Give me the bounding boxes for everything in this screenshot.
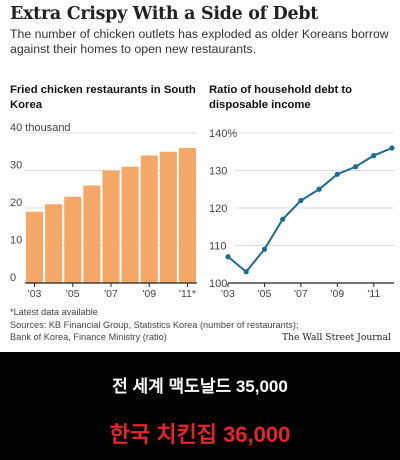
line-y-tick-label: 130	[209, 166, 227, 178]
data-point	[389, 145, 395, 151]
data-point	[298, 197, 304, 204]
bar-x-tick-label: '07	[104, 288, 118, 300]
bar	[102, 170, 120, 283]
bar	[121, 166, 139, 283]
line-x-tick-label: '09	[330, 288, 344, 300]
bar	[64, 196, 82, 283]
page-subtitle: The number of chicken outlets has explod…	[10, 27, 389, 56]
data-point	[261, 246, 268, 252]
bar	[140, 155, 158, 283]
bar	[83, 185, 101, 283]
line-y-tick-label: 140%	[209, 128, 237, 140]
bar-x-tick-label: '11*	[179, 288, 196, 300]
line-y-tick-label: 100	[209, 278, 227, 290]
footnote: *Latest data available	[10, 307, 98, 317]
line-y-tick-label: 120	[209, 203, 227, 215]
bar-y-tick-label: 40 thousand	[10, 122, 71, 134]
bar-y-tick-label: 30	[10, 160, 22, 172]
bar-x-tick-label: '09	[142, 288, 156, 300]
bar	[26, 211, 44, 283]
data-point	[280, 216, 286, 222]
data-point	[334, 171, 340, 177]
bar-x-tick-label: '05	[66, 288, 80, 300]
data-point	[352, 164, 359, 170]
data-point	[225, 254, 231, 260]
bar	[178, 148, 196, 283]
line-x-tick-label: '03	[221, 288, 235, 300]
bar-y-tick-label: 10	[10, 235, 22, 247]
source-line-1: Sources: KB Financial Group, Statistics …	[10, 320, 299, 330]
data-point	[371, 152, 377, 159]
line-x-tick-label: '11	[367, 288, 380, 300]
series-line	[227, 147, 393, 274]
bar	[159, 151, 177, 283]
caption-chicken: 한국 치킨집 36,000	[109, 422, 291, 447]
bar-y-tick-label: 0	[10, 272, 16, 284]
line-x-tick-label: '05	[258, 288, 272, 300]
data-point	[316, 186, 322, 192]
caption-mcdonalds: 전 세계 맥도날드 35,000	[112, 377, 288, 396]
bar-x-tick-label: '03	[28, 288, 42, 300]
bar	[45, 204, 63, 283]
charts-canvas: 0 10 20 30 40 thousand '03 '05 '07 '09 '11* 100 110…	[10, 122, 395, 300]
chart-panel: Extra Crispy With a Side of Debt The num…	[0, 0, 400, 352]
data-point	[243, 269, 249, 275]
line-chart-title: Ratio of household debt to disposable in…	[209, 84, 353, 111]
source-line-2: Bank of Korea, Finance Ministry (ratio)	[10, 332, 167, 342]
publisher-credit: The Wall Street Journal	[281, 332, 391, 343]
line-y-tick-label: 110	[209, 241, 227, 253]
page-title: Extra Crispy With a Side of Debt	[10, 4, 319, 24]
line-x-tick-label: '07	[294, 288, 308, 300]
bar-y-tick-label: 20	[10, 197, 22, 209]
bar-chart-title: Fried chicken restaurants in South Korea	[10, 84, 196, 111]
